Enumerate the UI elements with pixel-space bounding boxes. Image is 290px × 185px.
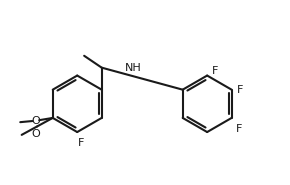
Text: O: O	[31, 129, 40, 139]
Text: NH: NH	[125, 63, 142, 73]
Text: F: F	[78, 138, 85, 148]
Text: F: F	[212, 66, 219, 76]
Text: F: F	[237, 85, 244, 95]
Text: O: O	[31, 116, 40, 126]
Text: F: F	[236, 124, 242, 134]
